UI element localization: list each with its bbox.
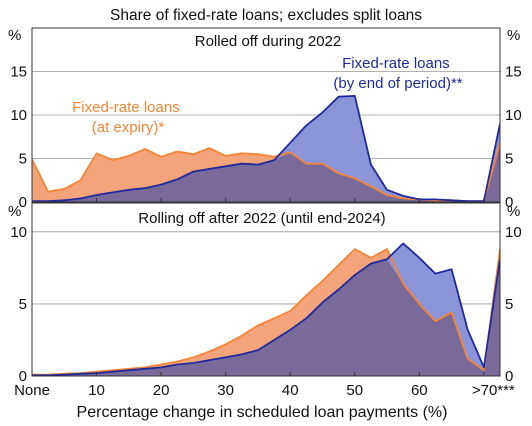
panel-bottom-subtitle: Rolling off after 2022 (until end-2024) [138,210,385,227]
x-tick-label: 20 [153,382,170,399]
y-tick-label-right: 10 [505,224,522,241]
label-fixed-by-end: Fixed-rate loans (by end of period)** [333,55,462,92]
label-fixed-at-expiry-line2: (at expiry)* [92,119,165,136]
panel-top-subtitle: Rolled off during 2022 [195,33,342,50]
label-fixed-at-expiry-line1: Fixed-rate loans [72,99,180,116]
y-unit-left: % [8,27,21,44]
y-tick-label-left: 10 [10,224,27,241]
panel-top: 0 0 5 5 10 10 15 15 [10,27,522,211]
y-tick-label-left: 0 [19,194,27,211]
x-tick-label: 50 [346,382,363,399]
line-fixed-by-end [32,242,500,376]
y-tick-label-left: 5 [19,151,27,168]
y-tick-label-left: 5 [19,296,27,313]
y-unit-left-lower: % [8,203,21,220]
panel-frame [31,27,501,203]
y-tick-label-right: 5 [505,296,513,313]
y-unit-right-lower: % [507,203,520,220]
x-axis-label: Percentage change in scheduled loan paym… [77,404,448,421]
y-tick-label-right: 5 [505,151,513,168]
chart-title: Share of fixed-rate loans; excludes spli… [110,7,422,24]
area-overlap [32,259,500,376]
label-fixed-by-end-line2: (by end of period)** [333,75,462,92]
panel-bottom: 0 0 5 5 10 10 [10,202,522,385]
line-fixed-by-end [32,95,500,202]
y-tick-label-left: 10 [10,107,27,124]
panel-frame [31,202,501,377]
area-overlap [32,142,500,202]
y-tick-label-left: 0 [19,368,27,385]
x-tick-label: 10 [88,382,105,399]
x-tick-label: >70*** [472,382,515,399]
label-fixed-at-expiry: Fixed-rate loans (at expiry)* [72,99,184,136]
x-tick-labels: None 10 20 30 40 50 60 >70*** [14,382,515,399]
label-fixed-by-end-line1: Fixed-rate loans [342,55,450,72]
y-tick-label-right: 15 [505,64,522,81]
y-tick-label-right: 10 [505,107,522,124]
y-tick-label-left: 15 [10,64,27,81]
x-tick-label: None [14,382,50,399]
x-tick-label: 60 [411,382,428,399]
y-tick-label-right: 0 [505,368,513,385]
line-fixed-at-expiry [32,248,500,376]
x-tick-label: 30 [217,382,234,399]
x-tick-label: 40 [282,382,299,399]
y-unit-right: % [507,27,520,44]
y-tick-label-right: 0 [505,194,513,211]
